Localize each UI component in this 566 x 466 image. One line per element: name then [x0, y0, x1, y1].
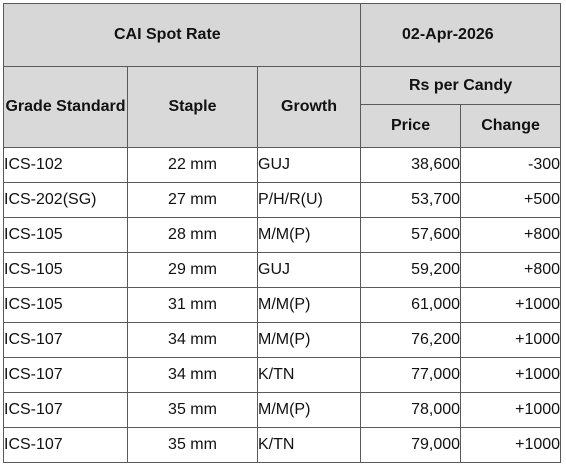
growth-cell: P/H/R(U): [256, 182, 362, 218]
table-row: ICS-107 35 mm K/TN 79,000 +1000: [3, 427, 562, 463]
table-row: ICS-107 35 mm M/M(P) 78,000 +1000: [3, 392, 562, 428]
staple-cell: 22 mm: [127, 147, 258, 183]
growth-cell: M/M(P): [256, 287, 362, 323]
price-cell: 53,700: [360, 182, 462, 218]
change-cell: +1000: [460, 427, 562, 463]
grade-cell: ICS-107: [3, 322, 128, 358]
growth-cell: M/M(P): [256, 392, 362, 428]
header-grade-standard: Grade Standard: [3, 66, 128, 148]
growth-cell: GUJ: [256, 147, 362, 183]
staple-cell: 35 mm: [127, 392, 258, 428]
table-row: ICS-105 28 mm M/M(P) 57,600 +800: [3, 217, 562, 253]
growth-cell: K/TN: [256, 427, 362, 463]
grade-cell: ICS-202(SG): [3, 182, 128, 218]
header-staple: Staple: [127, 66, 258, 148]
staple-cell: 28 mm: [127, 217, 258, 253]
header-price: Price: [360, 104, 462, 148]
grade-cell: ICS-107: [3, 427, 128, 463]
table-title: CAI Spot Rate: [2, 3, 362, 67]
change-cell: +1000: [460, 357, 562, 393]
staple-cell: 34 mm: [127, 357, 258, 393]
change-cell: +1000: [460, 392, 562, 428]
change-cell: +1000: [460, 287, 562, 323]
spot-rate-table: CAI Spot Rate 02-Apr-2026 Grade Standard…: [2, 3, 562, 463]
table-row: ICS-102 22 mm GUJ 38,600 -300: [3, 147, 562, 183]
change-cell: +1000: [460, 322, 562, 358]
header-rs-per-candy: Rs per Candy: [360, 66, 562, 105]
price-cell: 79,000: [360, 427, 462, 463]
header-change: Change: [460, 104, 562, 148]
rate-date: 02-Apr-2026: [360, 3, 562, 67]
table-row: ICS-105 31 mm M/M(P) 61,000 +1000: [3, 287, 562, 323]
price-cell: 76,200: [360, 322, 462, 358]
growth-cell: M/M(P): [256, 217, 362, 253]
staple-cell: 34 mm: [127, 322, 258, 358]
price-cell: 77,000: [360, 357, 462, 393]
staple-cell: 31 mm: [127, 287, 258, 323]
table-row: ICS-202(SG) 27 mm P/H/R(U) 53,700 +500: [3, 182, 562, 218]
staple-cell: 35 mm: [127, 427, 258, 463]
grade-cell: ICS-105: [3, 252, 128, 288]
grade-cell: ICS-107: [3, 392, 128, 428]
grade-cell: ICS-102: [3, 147, 128, 183]
change-cell: -300: [460, 147, 562, 183]
price-cell: 61,000: [360, 287, 462, 323]
table-body: ICS-102 22 mm GUJ 38,600 -300 ICS-202(SG) 27 m…: [3, 147, 562, 463]
grade-cell: ICS-107: [3, 357, 128, 393]
table-row: ICS-107 34 mm M/M(P) 76,200 +1000: [3, 322, 562, 358]
header-growth: Growth: [256, 66, 362, 148]
price-cell: 38,600: [360, 147, 462, 183]
grade-cell: ICS-105: [3, 287, 128, 323]
price-cell: 78,000: [360, 392, 462, 428]
staple-cell: 29 mm: [127, 252, 258, 288]
staple-cell: 27 mm: [127, 182, 258, 218]
price-cell: 57,600: [360, 217, 462, 253]
change-cell: +800: [460, 217, 562, 253]
change-cell: +800: [460, 252, 562, 288]
table-row: ICS-107 34 mm K/TN 77,000 +1000: [3, 357, 562, 393]
title-row: CAI Spot Rate 02-Apr-2026: [2, 3, 562, 67]
price-cell: 59,200: [360, 252, 462, 288]
change-cell: +500: [460, 182, 562, 218]
growth-cell: M/M(P): [256, 322, 362, 358]
table-row: ICS-105 29 mm GUJ 59,200 +800: [3, 252, 562, 288]
growth-cell: GUJ: [256, 252, 362, 288]
growth-cell: K/TN: [256, 357, 362, 393]
grade-cell: ICS-105: [3, 217, 128, 253]
